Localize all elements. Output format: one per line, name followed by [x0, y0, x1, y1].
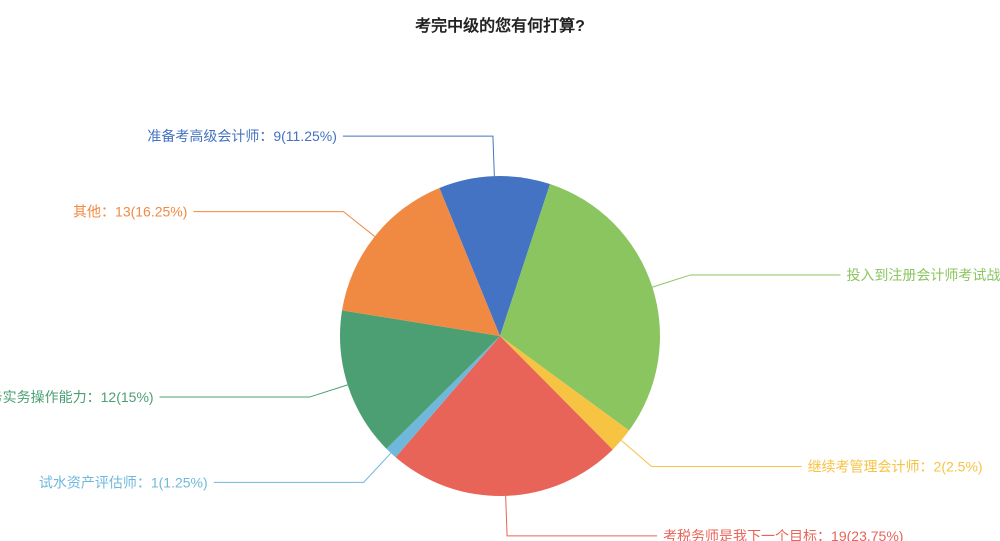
chart-title: 考完中级的您有何打算?: [0, 12, 1000, 36]
leader-line: [343, 136, 494, 176]
pie-chart: 准备考高级会计师：9(11.25%) 投入到注册会计师考试战场：24(30%) 继续…: [0, 36, 1000, 541]
leader-line: [506, 496, 657, 536]
slice-label: 投入到注册会计师考试战场：24(30%): [846, 267, 1000, 283]
leader-line: [621, 440, 801, 466]
slice-label: 考税务师是我下一个目标：19(23.75%): [663, 528, 903, 541]
leader-line: [193, 212, 374, 237]
slice-label: 其他：13(16.25%): [73, 204, 187, 220]
leader-line: [160, 385, 348, 397]
slice-label: 继续考管理会计师：2(2.5%): [808, 458, 983, 474]
slice-label: 准备考高级会计师：9(11.25%): [147, 128, 337, 144]
slice-label: 提升业务实务操作能力：12(15%): [0, 389, 154, 405]
leader-line: [214, 453, 391, 482]
leader-line: [652, 275, 840, 287]
slice-label: 试水资产评估师：1(1.25%): [39, 474, 208, 490]
